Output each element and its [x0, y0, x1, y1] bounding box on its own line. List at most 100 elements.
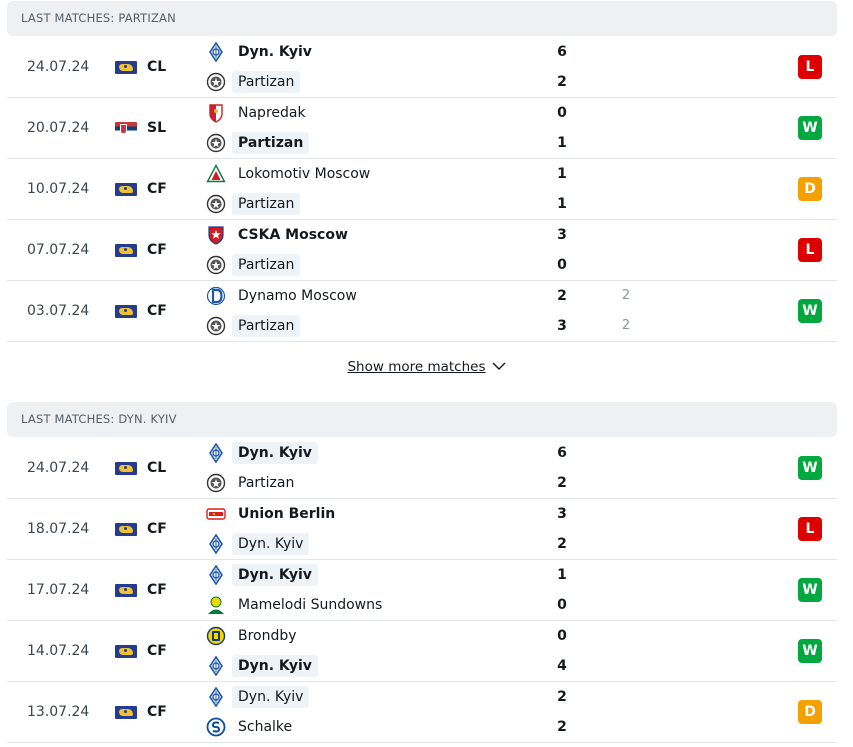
home-score: 1 — [557, 567, 567, 583]
away-score: 0 — [557, 257, 567, 273]
dynamo-kyiv-logo-icon — [206, 655, 226, 677]
away-team-name: Partizan — [232, 71, 301, 93]
competition-label: CF — [147, 242, 167, 258]
away-score: 3 — [557, 318, 567, 334]
mamelodi-sundowns-logo-icon — [206, 595, 226, 615]
partizan-logo-icon — [206, 133, 226, 153]
match-row[interactable]: 24.07.24 CL Dyn. Kyiv 6 Partizan 2 W — [7, 438, 837, 499]
home-score: 0 — [557, 628, 567, 644]
match-row[interactable]: 03.07.24 CF Dynamo Moscow 2 2 Partizan 3 2 W — [7, 281, 837, 342]
schalke-logo-icon — [206, 717, 226, 737]
match-date: 20.07.24 — [27, 120, 90, 136]
match-date: 18.07.24 — [27, 521, 90, 537]
competition-label: CF — [147, 181, 167, 197]
away-score: 2 — [557, 74, 567, 90]
away-score: 2 — [557, 475, 567, 491]
result-badge: D — [798, 700, 822, 724]
home-team-name: Dyn. Kyiv — [232, 564, 318, 586]
partizan-logo-icon — [206, 473, 226, 493]
partizan-logo-icon — [206, 316, 226, 336]
serbia-flag-icon — [115, 122, 137, 135]
match-date: 13.07.24 — [27, 704, 90, 720]
away-team-name: Partizan — [232, 254, 301, 276]
home-score: 2 — [557, 288, 567, 304]
dynamo-kyiv-logo-icon — [206, 442, 226, 464]
competition-label: CF — [147, 521, 167, 537]
dynamo-kyiv-logo-icon — [206, 41, 226, 63]
home-score: 3 — [557, 506, 567, 522]
result-badge: W — [798, 578, 822, 602]
result-badge: L — [798, 517, 822, 541]
home-team-name: Dyn. Kyiv — [238, 44, 312, 60]
away-team-name: Partizan — [232, 193, 301, 215]
competition-label: CF — [147, 643, 167, 659]
result-badge: L — [798, 55, 822, 79]
result-badge: W — [798, 456, 822, 480]
brondby-logo-icon — [206, 626, 226, 646]
match-row[interactable]: 20.07.24 SL Napredak 0 Partizan 1 W — [7, 98, 837, 159]
world-flag-icon — [115, 244, 137, 257]
home-team-name: Union Berlin — [238, 506, 336, 522]
match-date: 03.07.24 — [27, 303, 90, 319]
result-badge: W — [798, 299, 822, 323]
partizan-logo-icon — [206, 194, 226, 214]
home-score: 6 — [557, 445, 567, 461]
away-team-name: Partizan — [238, 475, 295, 491]
dynamo-kyiv-logo-icon — [206, 533, 226, 555]
union-berlin-logo-icon — [206, 504, 226, 524]
away-score: 0 — [557, 597, 567, 613]
world-flag-icon — [115, 584, 137, 597]
match-row[interactable]: 17.07.24 CF Dyn. Kyiv 1 Mamelodi Sundowns 0 W — [7, 560, 837, 621]
napredak-logo-icon — [206, 103, 226, 123]
world-flag-icon — [115, 706, 137, 719]
result-badge: D — [798, 177, 822, 201]
away-penalty-score: 2 — [621, 318, 631, 333]
home-team-name: Dyn. Kyiv — [232, 686, 310, 708]
match-date: 24.07.24 — [27, 460, 90, 476]
home-score: 1 — [557, 166, 567, 182]
world-flag-icon — [115, 523, 137, 536]
home-score: 6 — [557, 44, 567, 60]
away-score: 1 — [557, 135, 567, 151]
result-badge: W — [798, 116, 822, 140]
match-date: 14.07.24 — [27, 643, 90, 659]
dynamo-kyiv-logo-icon — [206, 564, 226, 586]
away-team-name: Partizan — [232, 315, 301, 337]
world-flag-icon — [115, 645, 137, 658]
lokomotiv-logo-icon — [206, 164, 226, 184]
result-badge: W — [798, 639, 822, 663]
world-flag-icon — [115, 462, 137, 475]
home-penalty-score: 2 — [621, 288, 631, 303]
away-team-name: Mamelodi Sundowns — [238, 597, 383, 613]
away-team-name: Schalke — [238, 719, 293, 735]
home-team-name: Napredak — [238, 105, 306, 121]
result-badge: L — [798, 238, 822, 262]
world-flag-icon — [115, 305, 137, 318]
away-score: 1 — [557, 196, 567, 212]
home-score: 2 — [557, 689, 567, 705]
match-row[interactable]: 10.07.24 CF Lokomotiv Moscow 1 Partizan 1 D — [7, 159, 837, 220]
chevron-down-icon[interactable] — [492, 362, 506, 371]
competition-label: CL — [147, 59, 167, 75]
match-date: 24.07.24 — [27, 59, 90, 75]
cska-logo-icon — [206, 225, 226, 245]
match-row[interactable]: 14.07.24 CF Brondby 0 Dyn. Kyiv 4 W — [7, 621, 837, 682]
away-team-name: Partizan — [232, 132, 310, 154]
show-more-matches-link[interactable]: Show more matches — [347, 359, 486, 375]
home-team-name: Dyn. Kyiv — [232, 442, 318, 464]
partizan-logo-icon — [206, 72, 226, 92]
dynamo-moscow-logo-icon — [206, 286, 226, 306]
home-team-name: Brondby — [238, 628, 297, 644]
world-flag-icon — [115, 61, 137, 74]
match-row[interactable]: 18.07.24 CF Union Berlin 3 Dyn. Kyiv 2 L — [7, 499, 837, 560]
home-team-name: CSKA Moscow — [238, 227, 348, 243]
match-row[interactable]: 07.07.24 CF CSKA Moscow 3 Partizan 0 L — [7, 220, 837, 281]
home-score: 0 — [557, 105, 567, 121]
show-more-container: Show more matches — [0, 356, 853, 375]
away-team-name: Dyn. Kyiv — [232, 655, 318, 677]
match-date: 07.07.24 — [27, 242, 90, 258]
competition-label: CF — [147, 582, 167, 598]
competition-label: SL — [147, 120, 167, 136]
match-row[interactable]: 24.07.24 CL Dyn. Kyiv 6 Partizan 2 L — [7, 37, 837, 98]
match-row[interactable]: 13.07.24 CF Dyn. Kyiv 2 Schalke 2 D — [7, 682, 837, 743]
